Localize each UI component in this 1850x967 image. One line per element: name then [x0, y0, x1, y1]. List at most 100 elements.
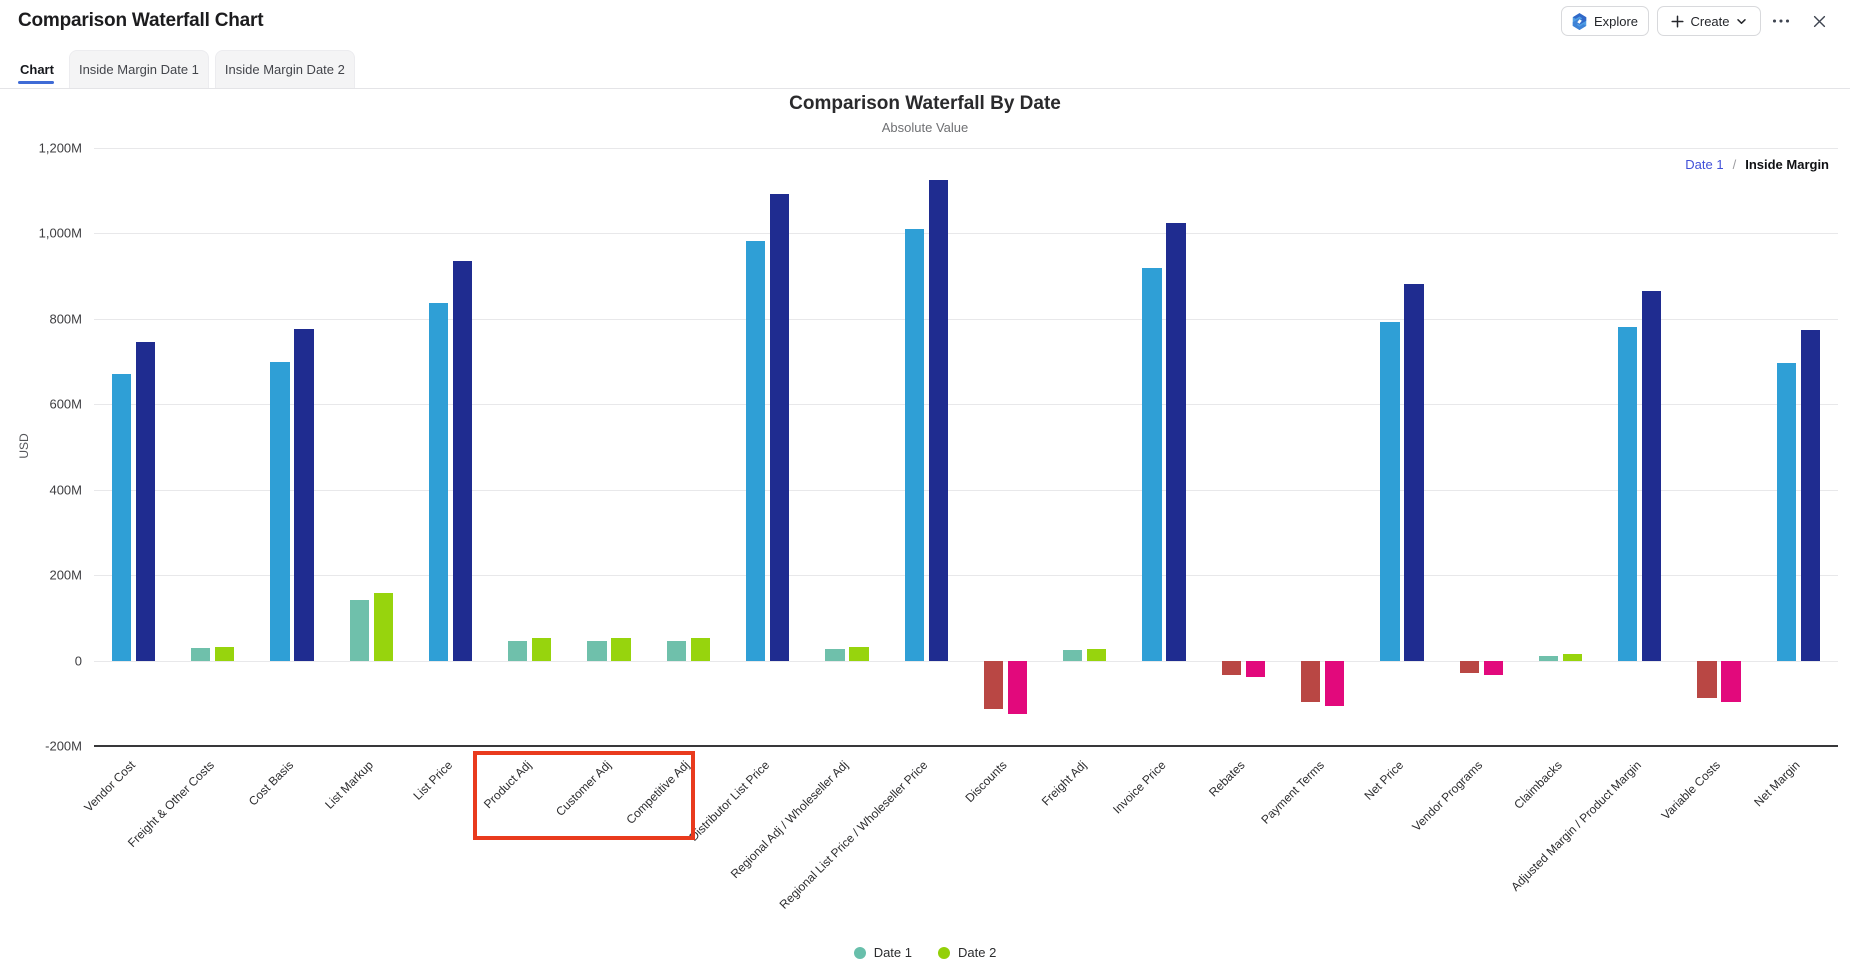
x-axis-category-label: Freight & Other Costs [125, 758, 218, 851]
bar-date-2[interactable] [1562, 654, 1583, 661]
bar-date-1[interactable] [428, 302, 449, 661]
x-axis-category-label: Regional Adj / Wholeseller Adj [728, 758, 852, 882]
bar-date-1[interactable] [1538, 655, 1559, 661]
bar-date-2[interactable] [214, 646, 235, 661]
bar-date-1[interactable] [111, 374, 132, 661]
chart-subtitle: Absolute Value [881, 120, 969, 135]
bar-date-1[interactable] [1142, 268, 1162, 661]
tab-bar: Chart Inside Margin Date 1 Inside Margin D… [0, 50, 1850, 89]
y-axis-tick-label: -200M [45, 738, 82, 754]
chevron-down-icon [1736, 16, 1747, 27]
bar-date-1[interactable] [1380, 322, 1400, 661]
x-axis-category-label: List Markup [321, 758, 376, 813]
page-title: Comparison Waterfall Chart [18, 10, 264, 31]
legend: Date 1 Date 2 [0, 945, 1850, 960]
x-axis-category-label: Vendor Programs [1409, 758, 1486, 835]
bar-date-2[interactable] [1483, 660, 1503, 675]
close-button[interactable] [1802, 6, 1836, 36]
y-axis-tick-label: 1,200M [38, 140, 82, 156]
bar-date-2[interactable] [1245, 660, 1265, 678]
x-axis-line [93, 745, 1838, 747]
ellipsis-icon [1772, 18, 1790, 24]
bar-date-1[interactable] [191, 648, 211, 661]
breadcrumb-level-link[interactable]: Date 1 [1685, 157, 1724, 172]
breadcrumb-current-level: Inside Margin [1745, 157, 1829, 172]
bar-date-2[interactable] [1324, 660, 1345, 706]
gridline [93, 147, 1838, 149]
bar-date-2[interactable] [1642, 290, 1662, 661]
x-axis-category-label: Competitive Adj [623, 758, 693, 828]
x-axis-category-label: Rebates [1206, 758, 1248, 800]
bar-date-1[interactable] [1618, 327, 1638, 661]
gridline [93, 660, 1838, 662]
x-axis-category-label: Regional List Price / Wholeseller Price [776, 758, 931, 913]
bar-date-1[interactable] [349, 600, 369, 661]
legend-item-date-2[interactable]: Date 2 [938, 945, 996, 960]
bar-date-2[interactable] [928, 179, 948, 661]
x-axis-category-label: Discounts [962, 758, 1010, 806]
bar-date-1[interactable] [666, 640, 687, 661]
y-axis-tick-label: 800M [49, 311, 82, 327]
legend-label: Date 1 [873, 945, 912, 960]
x-axis-category-label: Vendor Cost [81, 758, 138, 815]
bar-date-1[interactable] [1459, 660, 1479, 674]
sigma-logo-icon [1572, 12, 1587, 30]
bar-date-2[interactable] [532, 638, 552, 661]
x-axis-category-label: Customer Adj [552, 758, 614, 820]
create-label: Create [1690, 13, 1730, 29]
bar-date-2[interactable] [1404, 283, 1424, 661]
explore-button[interactable]: Explore [1561, 6, 1649, 36]
bar-date-2[interactable] [452, 261, 473, 661]
y-axis-tick-label: 400M [49, 482, 82, 498]
bar-date-2[interactable] [769, 194, 790, 661]
breadcrumb-separator: / [1732, 157, 1737, 172]
gridline [93, 489, 1838, 491]
tab-chart[interactable]: Chart [11, 50, 63, 88]
bar-date-2[interactable] [1800, 330, 1820, 661]
tab-inside-margin-date-1[interactable]: Inside Margin Date 1 [68, 50, 209, 88]
bar-date-1[interactable] [746, 240, 766, 661]
bar-date-2[interactable] [849, 647, 869, 661]
bar-date-1[interactable] [904, 229, 924, 661]
legend-label: Date 2 [958, 945, 997, 960]
bar-date-2[interactable] [1007, 660, 1028, 714]
bar-date-1[interactable] [587, 640, 607, 661]
x-axis-category-label: Distributor List Price [686, 758, 773, 845]
bar-date-1[interactable] [1301, 660, 1321, 702]
x-axis-category-label: List Price [410, 758, 455, 804]
chart-title: Comparison Waterfall By Date [789, 93, 1061, 114]
create-button[interactable]: Create [1657, 6, 1761, 36]
bar-date-2[interactable] [135, 342, 155, 661]
plus-icon [1671, 14, 1685, 28]
x-axis-category-label: Variable Costs [1659, 758, 1724, 823]
bar-date-1[interactable] [983, 660, 1004, 709]
bar-date-2[interactable] [373, 592, 393, 661]
bar-date-2[interactable] [294, 328, 314, 661]
explore-label: Explore [1593, 13, 1639, 29]
x-axis-category-label: Freight Adj [1038, 758, 1090, 809]
bar-date-1[interactable] [825, 648, 845, 661]
x-axis-category-label: Claimbacks [1511, 758, 1565, 813]
x-axis-category-label: Cost Basis [245, 758, 297, 809]
bar-date-2[interactable] [1721, 660, 1741, 702]
bar-date-2[interactable] [1166, 222, 1186, 661]
bar-date-2[interactable] [611, 638, 631, 661]
gridline [93, 318, 1838, 320]
tab-inside-margin-date-2[interactable]: Inside Margin Date 2 [214, 50, 355, 88]
legend-item-date-1[interactable]: Date 1 [853, 945, 912, 960]
bar-date-1[interactable] [1697, 660, 1717, 699]
more-options-button[interactable] [1764, 6, 1798, 36]
gridline [93, 233, 1838, 235]
bar-date-2[interactable] [690, 638, 710, 661]
bar-date-1[interactable] [1776, 362, 1797, 661]
bar-date-1[interactable] [1221, 660, 1242, 676]
bar-date-2[interactable] [1087, 649, 1107, 661]
bar-date-1[interactable] [270, 361, 290, 661]
bar-date-1[interactable] [1063, 650, 1083, 661]
close-icon [1813, 15, 1826, 28]
tab-label: Inside Margin Date 2 [224, 62, 345, 77]
tab-label: Chart [20, 61, 54, 77]
active-tab-indicator [18, 81, 54, 84]
bar-date-1[interactable] [508, 640, 528, 661]
